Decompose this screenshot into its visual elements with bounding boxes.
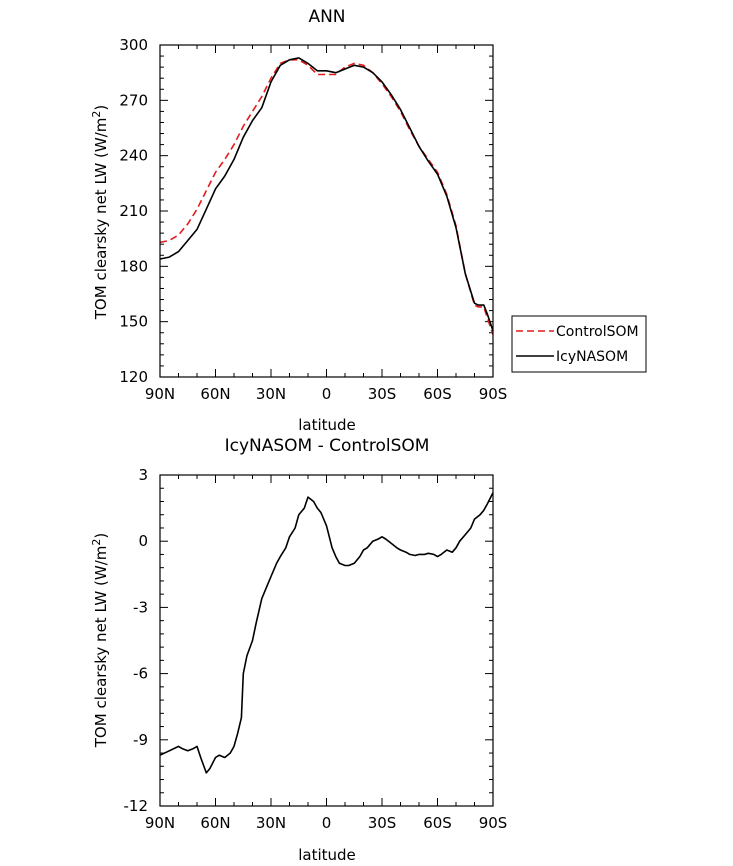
y-tick-label: 120 bbox=[119, 368, 148, 386]
y-axis-label: TOM clearsky net LW (W/m2) bbox=[90, 533, 110, 748]
y-tick-label: 0 bbox=[138, 532, 148, 550]
x-tick-label: 90S bbox=[479, 385, 508, 403]
y-axis-label: TOM clearsky net LW (W/m2) bbox=[90, 105, 110, 320]
y-tick-label: -6 bbox=[133, 665, 148, 683]
y-axis-label-main: TOM clearsky net LW (W/m bbox=[92, 118, 110, 321]
x-axis-label: latitude bbox=[298, 846, 356, 864]
axis-ticks bbox=[159, 44, 494, 378]
x-tick-label: 0 bbox=[322, 814, 332, 832]
y-tick-label: 150 bbox=[119, 313, 148, 331]
legend-box bbox=[511, 315, 647, 373]
x-tick-label: 30S bbox=[368, 385, 397, 403]
panel-annual: ANN 90N 60N 30N 0 30S 60S 90S 120 150 180 210 240 27… bbox=[90, 7, 647, 434]
y-tick-label: 240 bbox=[119, 147, 148, 165]
legend-label-controlsom: ControlSOM bbox=[556, 324, 639, 340]
y-axis-label-close: ) bbox=[92, 105, 110, 111]
y-tick-label: 180 bbox=[119, 257, 148, 275]
panel-difference: IcyNASOM - ControlSOM 90N 60N 30N 0 30S 60S 90… bbox=[90, 436, 507, 864]
series-line-controlsom bbox=[159, 58, 494, 335]
x-tick-label: 30N bbox=[256, 385, 286, 403]
y-axis-label-superscript: 2 bbox=[90, 111, 103, 118]
x-tick-label: 60N bbox=[200, 814, 230, 832]
y-axis-label-superscript: 2 bbox=[90, 539, 103, 546]
x-tick-label: 0 bbox=[322, 385, 332, 403]
tick-labels: 90N 60N 30N 0 30S 60S 90S -12 -9 -6 -3 0 3 bbox=[124, 466, 508, 832]
plot-frame bbox=[159, 474, 494, 807]
y-tick-label: -3 bbox=[133, 598, 148, 616]
panel-title: ANN bbox=[308, 7, 345, 27]
series-line-icynasom bbox=[159, 57, 494, 332]
y-tick-label: -9 bbox=[133, 731, 148, 749]
series-layer bbox=[159, 492, 494, 774]
series-layer bbox=[159, 57, 494, 335]
y-tick-label: 270 bbox=[119, 91, 148, 109]
y-tick-label: 3 bbox=[138, 466, 148, 484]
y-tick-label: 210 bbox=[119, 202, 148, 220]
x-axis-label: latitude bbox=[298, 416, 356, 434]
x-tick-label: 60S bbox=[423, 814, 452, 832]
y-tick-label: -12 bbox=[124, 797, 149, 815]
y-tick-label: 300 bbox=[119, 36, 148, 54]
tick-labels: 90N 60N 30N 0 30S 60S 90S 120 150 180 210 240 270 300 bbox=[119, 36, 507, 403]
x-tick-label: 60S bbox=[423, 385, 452, 403]
y-axis-label-main: TOM clearsky net LW (W/m bbox=[92, 546, 110, 749]
x-tick-label: 90N bbox=[145, 814, 175, 832]
x-tick-label: 30S bbox=[368, 814, 397, 832]
legend: ControlSOM IcyNASOM bbox=[511, 315, 647, 373]
series-line-difference bbox=[159, 492, 494, 774]
y-axis-label-close: ) bbox=[92, 533, 110, 539]
x-tick-label: 60N bbox=[200, 385, 230, 403]
panel-title: IcyNASOM - ControlSOM bbox=[225, 436, 430, 456]
x-tick-label: 30N bbox=[256, 814, 286, 832]
x-tick-label: 90N bbox=[145, 385, 175, 403]
legend-label-icynasom: IcyNASOM bbox=[556, 349, 628, 365]
plot-frame bbox=[159, 44, 494, 378]
x-tick-label: 90S bbox=[479, 814, 508, 832]
